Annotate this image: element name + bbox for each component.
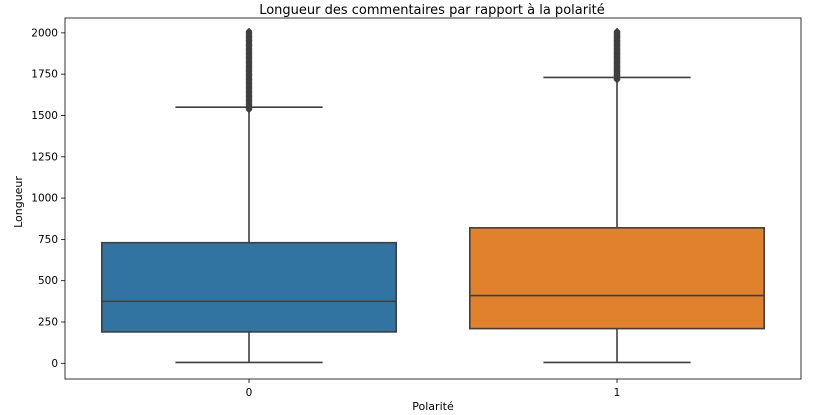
- y-tick-label: 500: [38, 275, 58, 287]
- box-group-1: [468, 27, 765, 364]
- x-tick-label: 1: [614, 387, 621, 399]
- box-iqr: [101, 241, 397, 333]
- outliers-0: [245, 27, 253, 114]
- y-tick-label: 0: [51, 358, 58, 370]
- boxes-layer: [101, 27, 765, 364]
- y-tick-label: 250: [38, 317, 58, 329]
- y-tick-label: 1250: [31, 151, 58, 163]
- plot-area-frame: [64, 17, 802, 380]
- y-tick-label: 1750: [31, 69, 58, 81]
- box-iqr: [468, 227, 765, 330]
- y-tick-label: 1500: [31, 110, 58, 122]
- y-axis-label: Longueur: [12, 176, 25, 228]
- y-tick-label: 1000: [31, 193, 58, 205]
- box-group-0: [101, 27, 397, 364]
- x-tick-label: 0: [246, 387, 253, 399]
- outlier-point: [613, 27, 621, 35]
- y-tick-label: 2000: [31, 27, 58, 39]
- chart-title: Longueur des commentaires par rapport à …: [259, 3, 605, 18]
- y-tick-label: 750: [38, 234, 58, 246]
- outliers-1: [613, 27, 621, 84]
- outlier-point: [245, 27, 253, 35]
- x-axis-label: Polarité: [412, 400, 454, 413]
- y-axis: 0 250 500 750 1000 1250 1500 1750 2000: [31, 27, 65, 370]
